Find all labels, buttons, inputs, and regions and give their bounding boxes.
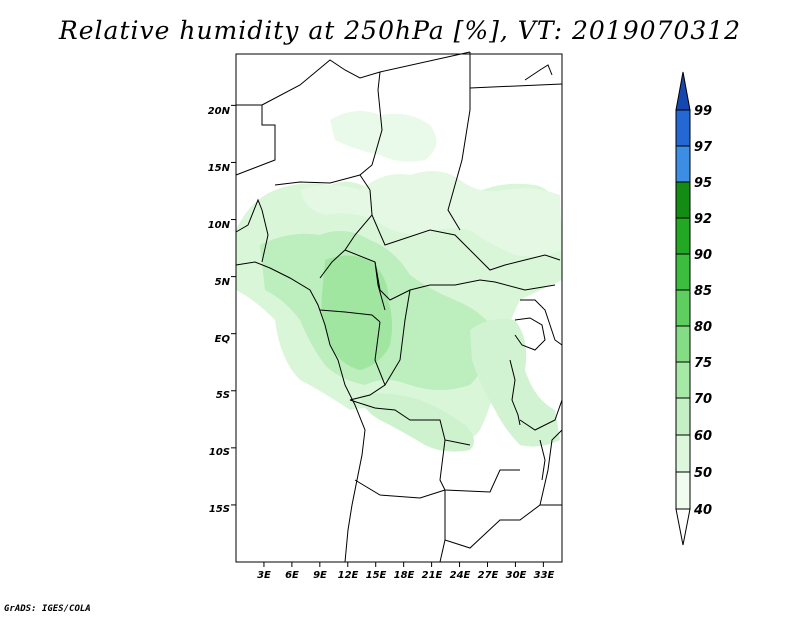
boundary-togo-ghana [235, 198, 263, 233]
boundary-niger-chad [359, 71, 383, 191]
boundary-sudan-east [469, 83, 563, 89]
colorbar-label-75: 75 [694, 356, 712, 371]
colorbar-box-60 [675, 397, 691, 436]
lon-label-33e: 33E [534, 570, 555, 581]
colorbar-box-95 [675, 145, 691, 183]
coastline-lake-malawi [539, 439, 546, 481]
colorbar-label-85: 85 [694, 284, 712, 299]
colorbar-box-90 [675, 217, 691, 255]
boundary-angola-namibia [354, 479, 446, 499]
humidity-region-north [300, 171, 562, 257]
boundary-chad-sudan [447, 52, 471, 231]
boundary-gabon [319, 309, 381, 323]
colorbar-box-70 [675, 361, 691, 399]
lat-label-20n: 20N [208, 106, 231, 117]
boundary-mozambique [539, 429, 563, 506]
boundary-nigeria-cameroon [319, 189, 373, 279]
lon-label-18e: 18E [394, 570, 415, 581]
lat-label-15n: 15N [208, 163, 231, 174]
colorbar-label-50: 50 [694, 466, 712, 481]
lat-label-eq: EQ [215, 334, 231, 345]
latitude-labels: 20N 15N 10N 5N EQ 5S 10S 15S [208, 106, 231, 515]
lon-label-27e: 27E [478, 570, 499, 581]
boundary-namibia-botswana [439, 539, 446, 563]
lat-label-10s: 10S [209, 447, 230, 458]
boundary-mali-niger [261, 51, 471, 106]
colorbar-box-75 [675, 325, 691, 363]
coastline [235, 64, 553, 563]
colorbar-label-60: 60 [694, 429, 712, 444]
colorbar-box-92 [675, 181, 691, 219]
boundary-cameroon-congo [344, 249, 386, 311]
colorbar-label-70: 70 [694, 392, 712, 407]
humidity-field [236, 111, 562, 452]
colorbar: 40 50 60 70 75 80 85 90 92 95 97 99 [675, 71, 713, 546]
colorbar-label-97: 97 [694, 140, 713, 155]
coastline-lake-tanganyika [509, 359, 521, 426]
lon-label-15e: 15E [366, 570, 387, 581]
boundary-chad-car [371, 214, 471, 251]
boundary-north [235, 104, 276, 176]
colorbar-label-80: 80 [694, 320, 712, 335]
boundary-nigeria-north [274, 174, 361, 186]
lon-label-12e: 12E [338, 570, 359, 581]
colorbar-label-40: 40 [693, 503, 712, 518]
colorbar-label-95: 95 [694, 176, 712, 191]
boundary-south-sudan [469, 249, 561, 271]
boundary-angola-zambia [439, 439, 520, 493]
lon-label-21e: 21E [422, 570, 443, 581]
colorbar-label-99: 99 [694, 104, 712, 119]
colorbar-label-92: 92 [694, 212, 712, 227]
lat-label-5n: 5N [215, 277, 231, 288]
colorbar-box-85 [675, 253, 691, 291]
grads-credit: GrADS: IGES/COLA [4, 604, 91, 614]
political-boundaries [235, 51, 563, 563]
lon-label-3e: 3E [257, 570, 271, 581]
colorbar-box-50 [675, 434, 691, 473]
lat-label-5s: 5S [216, 390, 230, 401]
humidity-region-south [360, 393, 474, 452]
lon-label-30e: 30E [506, 570, 527, 581]
boundary-nigeria-benin [261, 209, 269, 263]
humidity-region-congo [321, 255, 393, 370]
humidity-region-sahel-north [330, 111, 437, 162]
boundary-tanzania [519, 399, 563, 431]
coastline-northeast [524, 64, 553, 81]
plot-title: Relative humidity at 250hPa [%], VT: 201… [58, 16, 742, 45]
lon-label-24e: 24E [450, 570, 471, 581]
boundary-zambia-south [444, 490, 562, 549]
coastline-lake-victoria [514, 317, 546, 351]
lon-label-9e: 9E [313, 570, 327, 581]
coastline-gulf-guinea [235, 261, 366, 563]
axis-ticks [231, 104, 544, 567]
colorbar-arrow-bottom [675, 508, 691, 546]
map-frame [235, 53, 563, 563]
colorbar-arrow-top [675, 71, 691, 111]
colorbar-label-90: 90 [694, 248, 712, 263]
boundary-drc-north [384, 289, 411, 386]
lon-label-6e: 6E [285, 570, 299, 581]
lat-label-15s: 15S [209, 504, 230, 515]
boundary-car-south [374, 261, 556, 301]
colorbar-box-80 [675, 289, 691, 327]
boundary-uganda-kenya [520, 299, 563, 346]
lat-label-10n: 10N [208, 220, 231, 231]
longitude-labels: 3E 6E 9E 12E 15E 18E 21E 24E 27E 30E 33E [257, 570, 554, 581]
colorbar-box-97 [675, 109, 691, 147]
colorbar-box-40 [675, 471, 691, 510]
